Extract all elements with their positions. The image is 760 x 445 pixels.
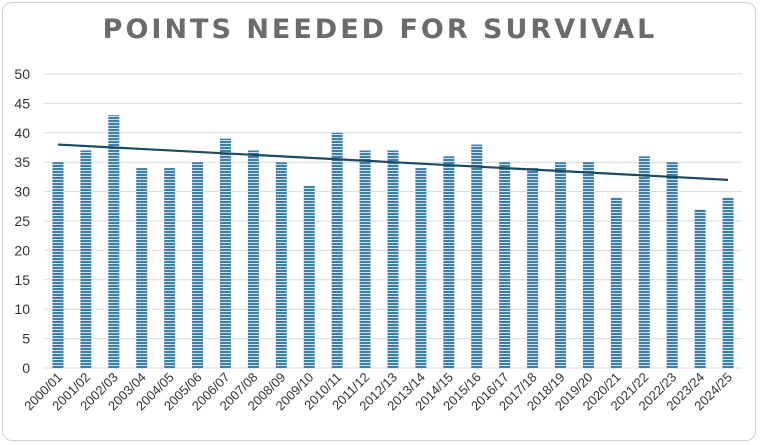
y-tick-label: 15 (14, 272, 30, 288)
bar (136, 168, 148, 368)
bar (443, 156, 455, 368)
bar (527, 168, 539, 368)
y-tick-label: 10 (14, 301, 30, 317)
y-tick-label: 20 (14, 242, 30, 258)
bar (471, 144, 483, 368)
y-tick-label: 40 (14, 125, 30, 141)
bar (108, 115, 120, 368)
bar (666, 162, 678, 368)
x-axis-ticks: 2000/012001/022002/032003/042004/052005/… (21, 370, 735, 414)
bar (164, 168, 176, 368)
bar (247, 150, 259, 368)
y-tick-label: 5 (22, 331, 30, 347)
y-tick-label: 0 (22, 360, 30, 376)
bar (694, 209, 706, 368)
y-tick-label: 35 (14, 154, 30, 170)
bar (80, 150, 92, 368)
bar (219, 138, 231, 368)
bar (722, 197, 734, 368)
y-tick-label: 50 (14, 66, 30, 82)
trendline (57, 143, 729, 181)
bar (415, 168, 427, 368)
bar (359, 150, 371, 368)
bar (192, 162, 204, 368)
bar (275, 162, 287, 368)
bars (52, 115, 734, 368)
y-axis-ticks: 0 5 10 15 20 25 30 35 40 45 50 (14, 66, 30, 376)
bar (555, 162, 567, 368)
y-tick-label: 25 (14, 213, 30, 229)
bar (582, 162, 594, 368)
bar (331, 132, 343, 368)
trendline-group (57, 143, 729, 181)
chart-title: POINTS NEEDED FOR SURVIVAL (102, 14, 658, 45)
y-tick-label: 30 (14, 184, 30, 200)
bar (638, 156, 650, 368)
bar (499, 162, 511, 368)
bar (52, 162, 64, 368)
bar (610, 197, 622, 368)
bar (387, 150, 399, 368)
y-tick-label: 45 (14, 95, 30, 111)
bar (303, 185, 315, 368)
